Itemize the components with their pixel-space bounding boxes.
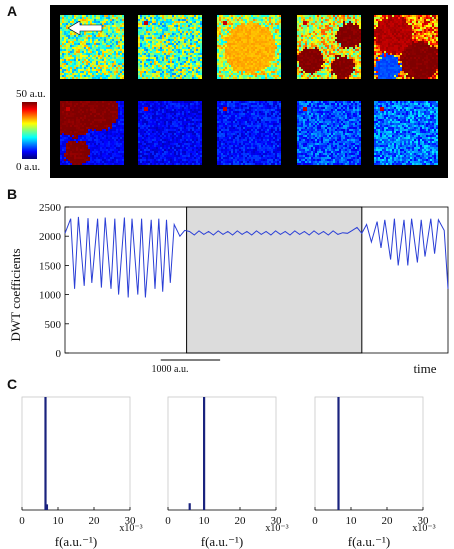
x-tick-label: 20 xyxy=(235,515,247,527)
heatmap-tiles-frame xyxy=(50,5,448,178)
shaded-region xyxy=(186,206,363,354)
colorbar-min-label: 0 a.u. xyxy=(16,161,41,173)
y-axis-label: DWT coefficients xyxy=(8,248,23,341)
y-tick-label: 1000 xyxy=(39,290,62,302)
colorbar xyxy=(22,102,37,159)
y-tick-label: 1500 xyxy=(39,260,62,272)
x-tick-label: 20 xyxy=(382,515,394,527)
plot-frame xyxy=(64,206,449,354)
y-tick-label: 2500 xyxy=(39,202,62,214)
heatmap-tile xyxy=(217,101,281,165)
heatmap-tile xyxy=(138,15,202,79)
y-tick-label: 2000 xyxy=(39,231,62,243)
heatmap-tile xyxy=(138,101,202,165)
dwt-line-chart: DWT coefficients time 1000 a.u. 0 500 1000… xyxy=(8,202,449,376)
spectrum-peak xyxy=(44,397,47,510)
heatmap-tile xyxy=(297,15,361,79)
panel-c-label: C xyxy=(7,376,18,392)
y-tick-label: 0 xyxy=(56,348,62,360)
x-tick-label: 20 xyxy=(89,515,101,527)
x-tick-label: 30 xyxy=(418,515,430,527)
x-tick-label: 30 xyxy=(125,515,137,527)
spectrum-frame xyxy=(167,396,277,511)
heatmap-tile xyxy=(374,15,438,79)
x-multiplier-label: x10⁻³ xyxy=(412,523,435,534)
x-tick-label: 30 xyxy=(271,515,283,527)
x-tick-label: 0 xyxy=(19,515,25,527)
panel-a-label: A xyxy=(7,3,18,19)
x-axis-label: f(a.u.⁻¹) xyxy=(201,534,244,549)
dwt-series-line xyxy=(64,216,449,298)
x-tick-label: 0 xyxy=(165,515,171,527)
x-axis-label: f(a.u.⁻¹) xyxy=(55,534,98,549)
left-arrow-icon xyxy=(68,21,103,35)
spectrum-peak xyxy=(45,504,49,510)
spectrum-frame xyxy=(21,396,131,511)
spectrum-peak xyxy=(188,503,191,510)
x-multiplier-label: x10⁻³ xyxy=(119,523,142,534)
colorbar-max-label: 50 a.u. xyxy=(16,88,46,100)
heatmap-tile xyxy=(60,101,124,165)
panel-b-label: B xyxy=(7,186,18,202)
heatmap-tile xyxy=(217,15,281,79)
x-axis-label: time xyxy=(413,361,436,376)
spectrum-peak xyxy=(337,397,340,510)
heatmap-tile xyxy=(297,101,361,165)
x-tick-label: 0 xyxy=(312,515,318,527)
x-tick-label: 10 xyxy=(346,515,358,527)
x-multiplier-label: x10⁻³ xyxy=(265,523,288,534)
x-tick-label: 10 xyxy=(199,515,211,527)
x-tick-label: 10 xyxy=(53,515,65,527)
x-axis-label: f(a.u.⁻¹) xyxy=(348,534,391,549)
y-tick-label: 500 xyxy=(45,319,62,331)
spectrum-frame xyxy=(314,396,424,511)
scalebar-label: 1000 a.u. xyxy=(152,364,189,375)
heatmap-tile xyxy=(374,101,438,165)
spectrum-peak xyxy=(203,397,206,510)
